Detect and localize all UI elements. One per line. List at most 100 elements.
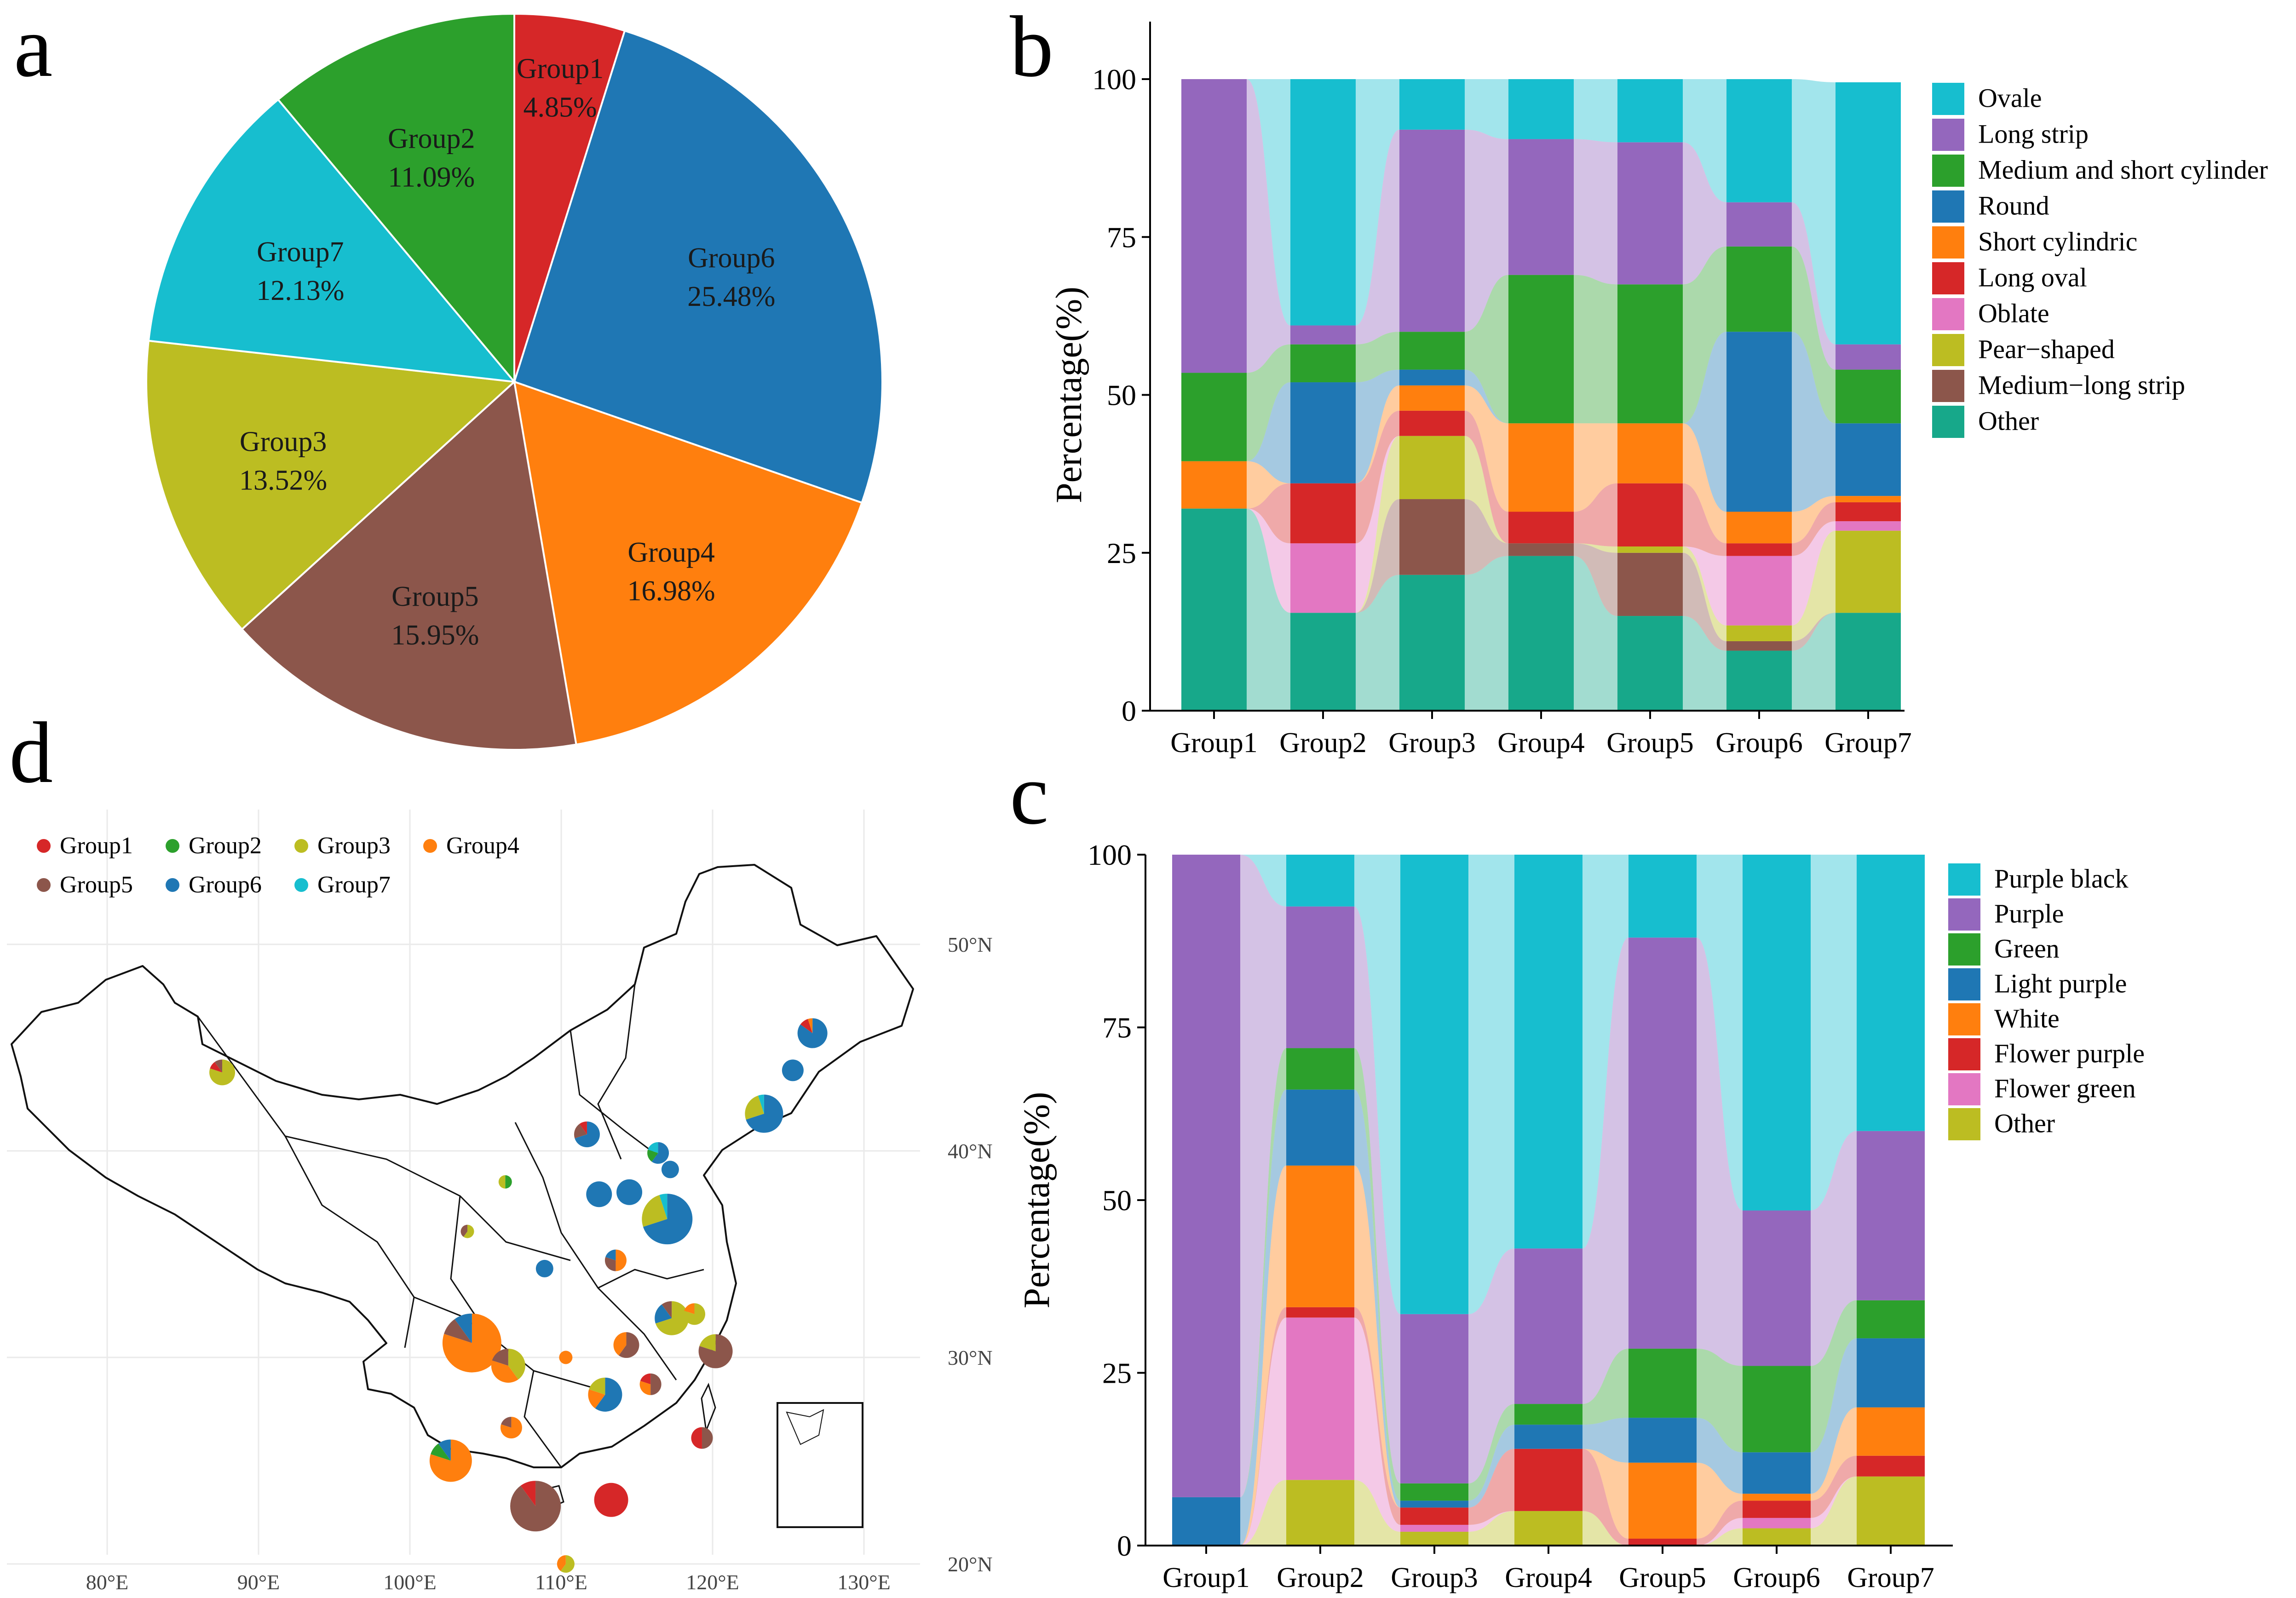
- map-site-pie-slice: [557, 1555, 566, 1571]
- map-legend-dot: [294, 839, 308, 853]
- legend-swatch: [1932, 190, 1964, 223]
- map-province-boundary: [514, 1122, 677, 1380]
- map-site-pie-slice: [444, 1319, 472, 1343]
- flow-band: [1468, 1425, 1514, 1508]
- bar-segment: [1726, 556, 1792, 626]
- pie-slice-group4: [513, 380, 863, 746]
- bar-segment: [1399, 575, 1465, 711]
- map-site-pie-slice: [797, 1018, 828, 1048]
- bar-segment: [1617, 79, 1683, 143]
- pie-percent-group4: 16.98%: [627, 575, 715, 607]
- flow-band: [1792, 246, 1836, 424]
- legend-swatch: [1932, 334, 1964, 366]
- map-site-pie-slice: [605, 1249, 616, 1260]
- flow-band: [1582, 855, 1628, 1249]
- map-legend-label: Group7: [317, 872, 391, 898]
- flow-band: [1683, 616, 1726, 711]
- flow-band: [1247, 79, 1290, 326]
- map-site-pie-slice: [209, 1059, 236, 1086]
- bar-segment: [1617, 616, 1683, 711]
- map-province-boundary: [597, 984, 636, 1160]
- bar-segment: [1286, 906, 1354, 1048]
- map-site-pie-slice: [575, 1121, 600, 1148]
- flow-band: [1247, 344, 1290, 461]
- flow-band: [1792, 202, 1836, 370]
- map-lat-label: 40°N: [948, 1139, 993, 1163]
- legend-label: Long oval: [1978, 263, 2087, 293]
- map-site-pie-slice: [655, 1304, 672, 1324]
- map-lon-label: 80°E: [86, 1570, 129, 1594]
- flow-band: [1792, 496, 1836, 544]
- map-site-pie-slice: [460, 1224, 468, 1237]
- bar-segment: [1726, 543, 1792, 556]
- flow-band: [1354, 1317, 1400, 1532]
- flow-band: [1247, 382, 1290, 483]
- flow-band: [1582, 1348, 1628, 1425]
- bar-segment: [1857, 1131, 1925, 1300]
- flow-band: [1697, 1348, 1743, 1453]
- y-tick-label: 100: [1088, 839, 1132, 871]
- flow-band: [1574, 543, 1617, 616]
- map-site-pie-slice: [594, 1483, 628, 1517]
- map-site-pie-slice: [579, 1121, 587, 1135]
- bar-segment: [1399, 129, 1465, 332]
- pie-label-group6: Group6: [688, 242, 775, 274]
- bar-segment: [1514, 1425, 1582, 1449]
- panel-label-d: d: [9, 705, 53, 801]
- legend-label: Medium−long strip: [1978, 370, 2185, 400]
- y-tick-label: 0: [1117, 1529, 1132, 1562]
- bar-segment: [1857, 1476, 1925, 1546]
- map-taiwan: [701, 1382, 716, 1433]
- flow-band: [1792, 502, 1836, 556]
- legend-swatch: [1948, 1038, 1980, 1070]
- flow-band: [1356, 499, 1399, 613]
- map-site-pie-slice: [429, 1439, 472, 1482]
- flow-band: [1792, 613, 1836, 711]
- flow-band: [1356, 436, 1399, 613]
- bar-segment: [1286, 1165, 1354, 1307]
- map-legend-dot: [423, 839, 437, 853]
- flow-band: [1240, 1480, 1286, 1546]
- bar-segment: [1400, 1507, 1468, 1525]
- bar-segment: [1726, 79, 1792, 202]
- bar-segment: [1508, 139, 1574, 275]
- bar-segment: [1290, 344, 1356, 383]
- flow-band: [1811, 1455, 1857, 1518]
- map-lon-label: 90°E: [237, 1570, 280, 1594]
- flow-band: [1247, 461, 1290, 509]
- flow-band: [1683, 483, 1726, 556]
- legend-label: Light purple: [1994, 969, 2127, 999]
- bar-segment: [1399, 79, 1465, 130]
- legend-label: Purple: [1994, 899, 2064, 929]
- map-site-pie-slice: [491, 1360, 518, 1383]
- bar-segment: [1617, 142, 1683, 285]
- map-site-pie-slice: [643, 1194, 693, 1245]
- map-site-pie-slice: [604, 1257, 616, 1271]
- flow-band: [1468, 1404, 1514, 1501]
- flow-band: [1240, 855, 1286, 907]
- pie-label-group2: Group2: [388, 123, 475, 155]
- bar-segment: [1290, 382, 1356, 483]
- flow-band: [1247, 79, 1290, 373]
- y-tick-label: 50: [1107, 379, 1136, 412]
- flow-band: [1811, 1131, 1857, 1366]
- map-site-pie-slice: [574, 1124, 587, 1138]
- bar-segment: [1286, 1089, 1354, 1166]
- pie-percent-group1: 4.85%: [523, 92, 597, 123]
- map-inset-frame: [777, 1402, 863, 1528]
- legend-label: Purple black: [1994, 864, 2129, 894]
- bar-segment: [1726, 202, 1792, 247]
- map-province-boundary: [284, 1136, 415, 1348]
- y-tick-label: 0: [1122, 695, 1136, 727]
- bar-segment: [1286, 1480, 1354, 1546]
- legend-label: Flower purple: [1994, 1039, 2145, 1069]
- map-legend-dot: [166, 878, 179, 892]
- map-site-pie-slice: [442, 1313, 501, 1373]
- map-site-pie-slice: [655, 1301, 689, 1335]
- bar-segment: [1290, 325, 1356, 345]
- flow-band: [1582, 1418, 1628, 1463]
- bar-segment: [1628, 1348, 1697, 1418]
- flow-band: [1356, 332, 1399, 383]
- legend-label: Pear−shaped: [1978, 334, 2115, 364]
- legend-swatch: [1948, 933, 1980, 966]
